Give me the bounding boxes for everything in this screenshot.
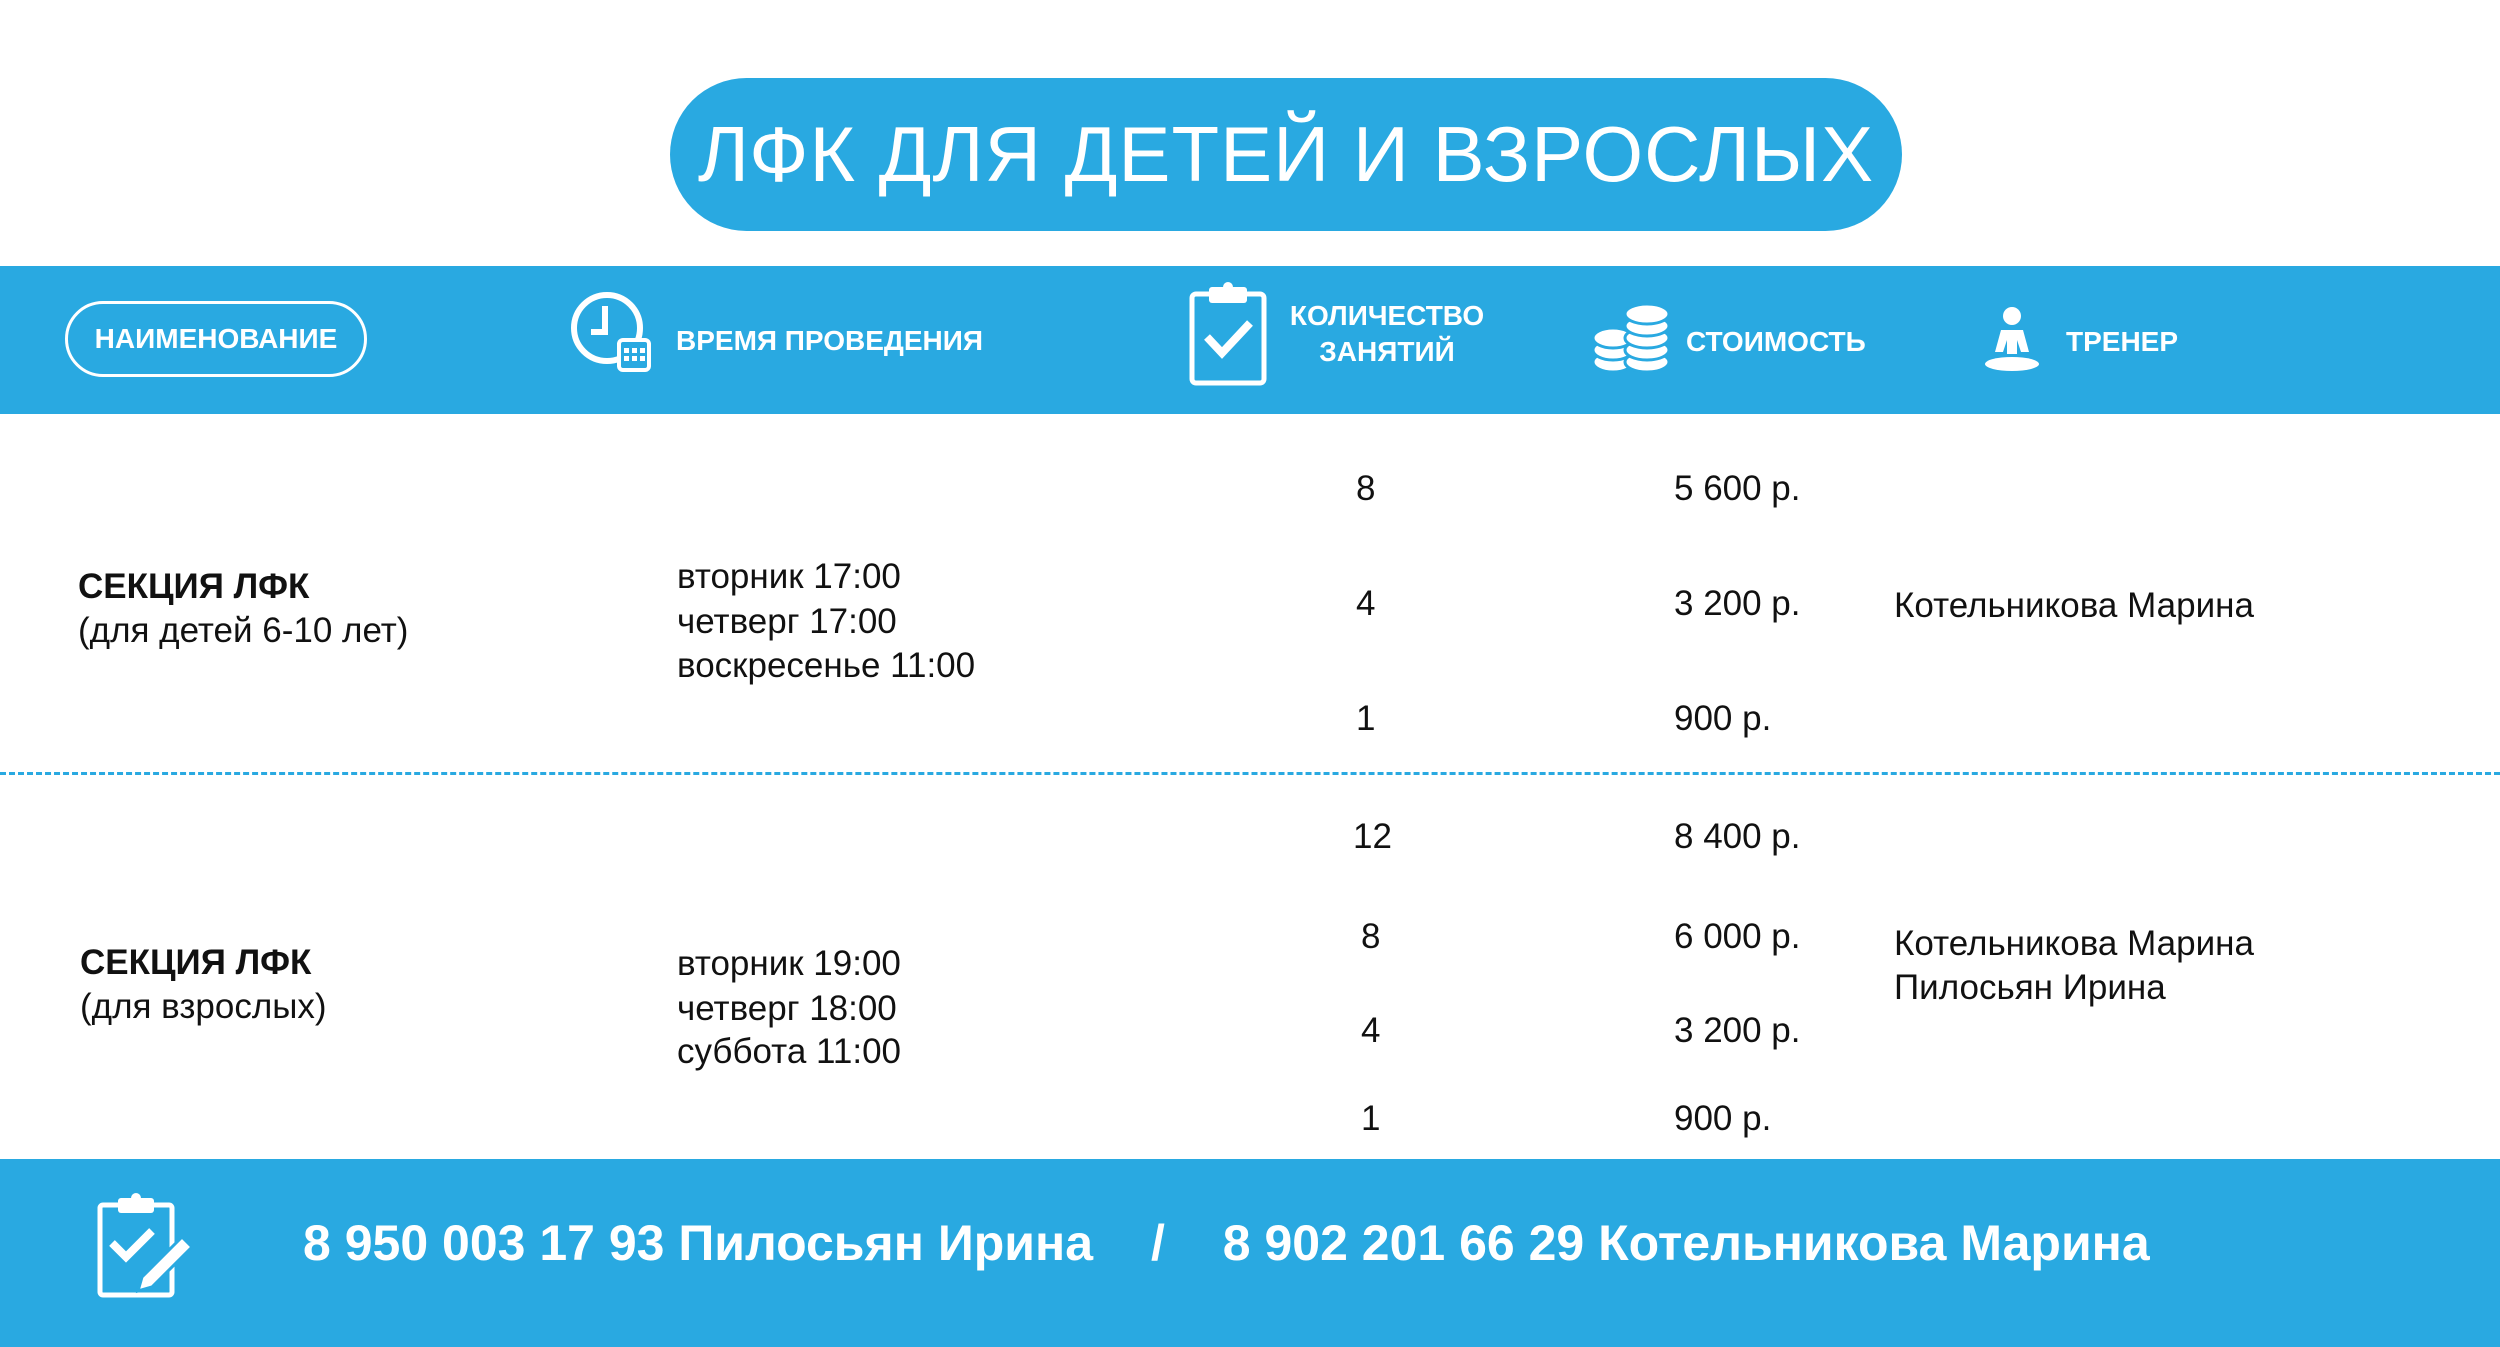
header-time: ВРЕМЯ ПРОВЕДЕНИЯ: [676, 325, 984, 356]
schedule-item: четверг 18:00: [677, 989, 897, 1028]
section-subtitle: (для детей 6-10 лет): [78, 611, 409, 650]
schedule-item: суббота 11:00: [677, 1032, 901, 1071]
schedule-item: воскресенье 11:00: [677, 646, 976, 685]
section-divider: [0, 772, 2500, 775]
title-text: ЛФК ДЛЯ ДЕТЕЙ И ВЗРОСЛЫХ: [697, 110, 1875, 198]
section-title: СЕКЦИЯ ЛФК: [78, 567, 310, 606]
header-name-label: НАИМЕНОВАНИЕ: [94, 323, 338, 354]
footer: [0, 1159, 2500, 1347]
trainer-name: Пилосьян Ирина: [1894, 968, 2166, 1007]
lesson-count: 1: [1356, 699, 1376, 738]
contact-1: 8 950 003 17 93 Пилосьян Ирина: [303, 1215, 1094, 1271]
price: 900 р.: [1674, 1099, 1772, 1138]
price: 8 400 р.: [1674, 817, 1801, 856]
trainer-name: Котельникова Марина: [1894, 586, 2254, 625]
header-count: КОЛИЧЕСТВО ЗАНЯТИЙ: [1286, 298, 1488, 370]
price: 5 600 р.: [1674, 469, 1801, 508]
table-header: [0, 266, 2500, 414]
person-meditation-icon: [1983, 306, 2041, 372]
contact-2: 8 902 201 66 29 Котельникова Марина: [1222, 1215, 2150, 1271]
clipboard-pen-icon: [96, 1193, 196, 1299]
header-count-line2: ЗАНЯТИЙ: [1319, 336, 1455, 367]
price: 900 р.: [1674, 699, 1772, 738]
price: 3 200 р.: [1674, 1011, 1801, 1050]
schedule-item: вторник 17:00: [677, 557, 901, 596]
price: 3 200 р.: [1674, 584, 1801, 623]
coins-icon: [1591, 300, 1673, 376]
footer-contacts: 8 950 003 17 93 Пилосьян Ирина / 8 902 2…: [303, 1214, 2150, 1272]
section-title: СЕКЦИЯ ЛФК: [80, 943, 312, 982]
lesson-count: 8: [1356, 469, 1376, 508]
clock-calendar-icon: [569, 290, 653, 374]
header-trainer: ТРЕНЕР: [2066, 326, 2179, 357]
price: 6 000 р.: [1674, 917, 1801, 956]
page-title: ЛФК ДЛЯ ДЕТЕЙ И ВЗРОСЛЫХ: [670, 78, 1902, 231]
trainer-name: Котельникова Марина: [1894, 924, 2254, 963]
header-price: СТОИМОСТЬ: [1686, 326, 1866, 357]
schedule-item: четверг 17:00: [677, 602, 897, 641]
lesson-count: 1: [1361, 1099, 1381, 1138]
clipboard-check-icon: [1189, 282, 1267, 386]
header-count-line1: КОЛИЧЕСТВО: [1289, 300, 1485, 331]
lesson-count: 12: [1353, 817, 1392, 856]
lesson-count: 8: [1361, 917, 1381, 956]
lesson-count: 4: [1356, 584, 1376, 623]
lesson-count: 4: [1361, 1011, 1381, 1050]
contact-separator: /: [1150, 1215, 1165, 1271]
section-subtitle: (для взрослых): [80, 987, 327, 1026]
schedule-item: вторник 19:00: [677, 944, 901, 983]
header-name: НАИМЕНОВАНИЕ: [65, 301, 367, 377]
